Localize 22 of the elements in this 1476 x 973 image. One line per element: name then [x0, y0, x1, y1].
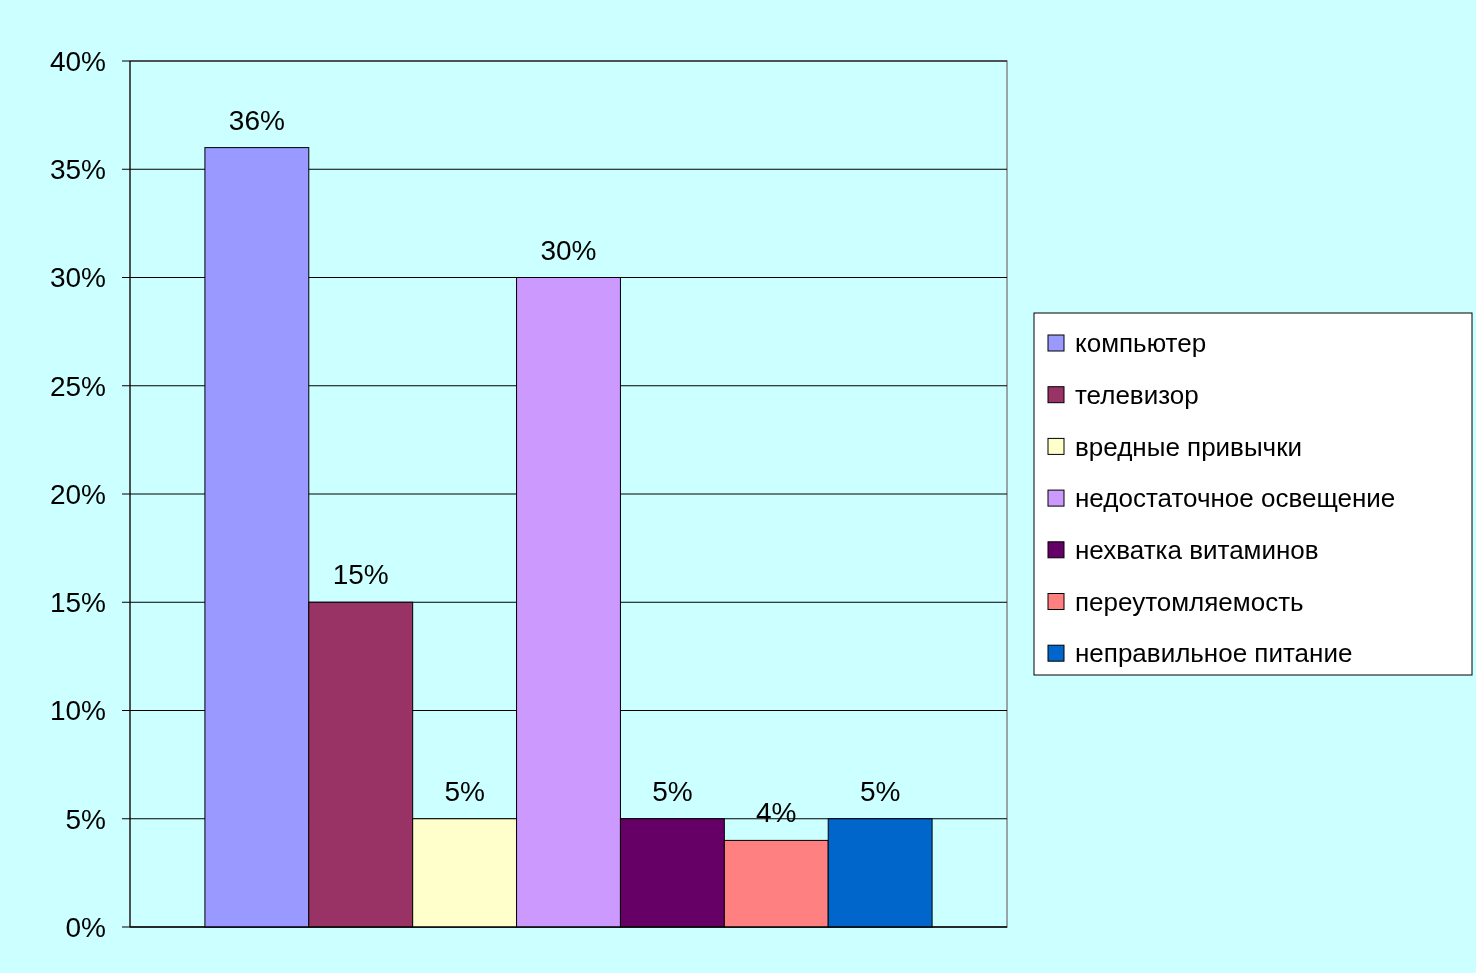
- legend-label: неправильное питание: [1075, 638, 1353, 669]
- legend-label: компьютер: [1075, 328, 1207, 359]
- data-label: 5%: [444, 775, 485, 807]
- data-label: 36%: [228, 104, 285, 136]
- data-label: 15%: [332, 559, 389, 591]
- y-tick-label: 20%: [49, 478, 106, 510]
- y-tick-label: 35%: [49, 154, 106, 186]
- y-tick-label: 30%: [49, 262, 106, 294]
- y-tick-label: 15%: [49, 587, 106, 619]
- y-tick-label: 10%: [49, 695, 106, 727]
- data-label: 30%: [540, 234, 597, 266]
- data-label: 5%: [652, 775, 693, 807]
- legend-label: телевизор: [1075, 379, 1199, 410]
- legend-label: переутомляемость: [1075, 586, 1304, 617]
- y-tick-label: 0%: [65, 911, 106, 943]
- legend-label: недостаточное освещение: [1075, 483, 1396, 514]
- legend-label: нехватка витаминов: [1075, 534, 1319, 565]
- legend-label: вредные привычки: [1075, 431, 1303, 462]
- y-tick-label: 40%: [49, 45, 106, 77]
- data-label: 5%: [859, 775, 901, 807]
- y-tick-label: 5%: [65, 803, 106, 835]
- y-tick-label: 25%: [49, 370, 106, 402]
